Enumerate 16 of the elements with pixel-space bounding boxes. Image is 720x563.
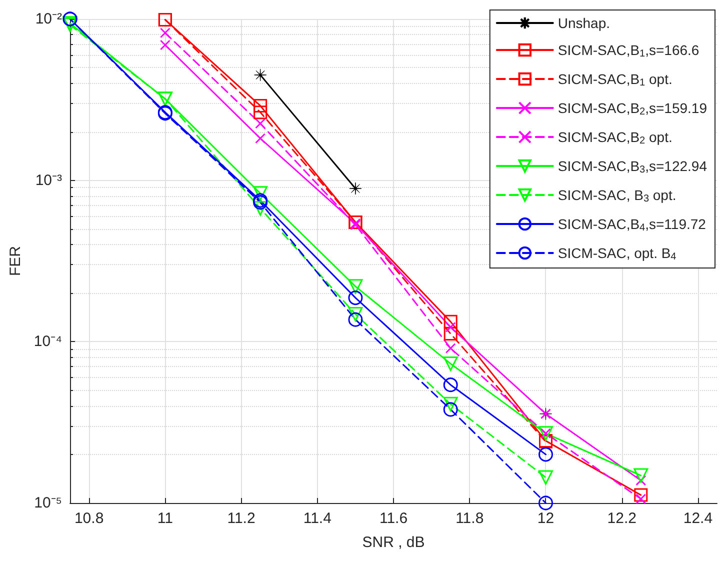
x-tick-label: 12.4 — [683, 510, 713, 527]
y-tick-label: 10⁻⁴ — [34, 333, 62, 350]
x-tick-label: 11 — [157, 510, 173, 527]
y-axis-title: FER — [7, 246, 24, 276]
y-tick-label: 10⁻⁵ — [34, 494, 62, 512]
x-tick-label: 11.6 — [379, 510, 408, 527]
y-tick-label: 10⁻² — [35, 10, 62, 28]
x-tick-label: 11.8 — [456, 510, 484, 527]
x-tick-label: 12 — [537, 510, 554, 527]
legend-label: Unshap. — [558, 15, 610, 31]
x-tick-label: 11.4 — [303, 510, 332, 527]
y-tick-label: 10⁻³ — [35, 172, 62, 189]
x-axis-title: SNR , dB — [362, 534, 425, 551]
x-tick-label: 10.8 — [74, 510, 104, 527]
x-tick-label: 11.2 — [227, 510, 256, 527]
x-tick-label: 12.2 — [607, 510, 636, 527]
